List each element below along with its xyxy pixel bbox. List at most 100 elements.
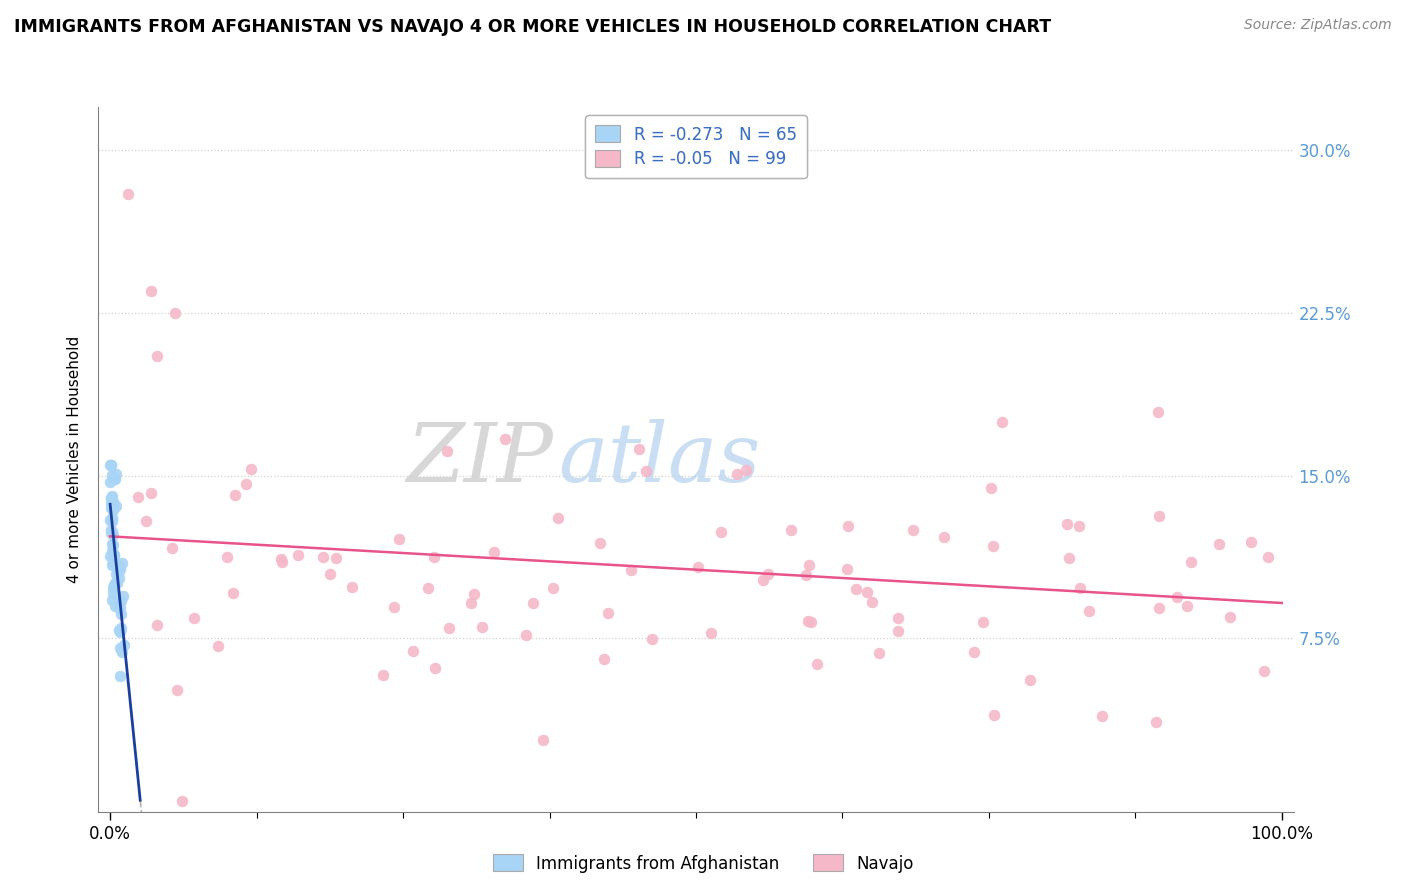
Point — [141, 285, 163, 299]
Point — [382, 600, 405, 615]
Point — [972, 615, 994, 629]
Point — [107, 559, 129, 574]
Point — [100, 491, 122, 506]
Point — [1069, 519, 1091, 533]
Point — [100, 475, 122, 489]
Point — [111, 645, 134, 659]
Point — [983, 707, 1005, 722]
Point — [104, 576, 127, 591]
Point — [101, 489, 124, 503]
Point — [1149, 508, 1171, 523]
Point — [1208, 537, 1230, 551]
Point — [1078, 604, 1101, 618]
Point — [110, 669, 132, 683]
Point — [183, 611, 205, 625]
Y-axis label: 4 or more Vehicles in Household: 4 or more Vehicles in Household — [67, 335, 83, 583]
Point — [110, 607, 132, 622]
Point — [100, 558, 122, 572]
Point — [110, 593, 132, 607]
Point — [1180, 555, 1202, 569]
Point — [845, 582, 868, 597]
Point — [207, 639, 229, 653]
Point — [402, 644, 425, 658]
Point — [166, 683, 188, 698]
Point — [105, 557, 128, 571]
Point — [141, 485, 163, 500]
Point — [887, 624, 910, 638]
Point — [98, 513, 121, 527]
Point — [105, 575, 128, 590]
Point — [1166, 591, 1188, 605]
Point — [725, 467, 748, 481]
Point — [700, 626, 723, 640]
Point — [543, 581, 565, 595]
Point — [103, 472, 125, 486]
Point — [100, 491, 122, 505]
Point — [108, 640, 131, 655]
Text: IMMIGRANTS FROM AFGHANISTAN VS NAVAJO 4 OR MORE VEHICLES IN HOUSEHOLD CORRELATIO: IMMIGRANTS FROM AFGHANISTAN VS NAVAJO 4 … — [14, 18, 1052, 36]
Point — [145, 617, 167, 632]
Point — [163, 306, 186, 320]
Point — [160, 541, 183, 555]
Point — [127, 490, 149, 504]
Point — [104, 599, 127, 614]
Point — [1144, 715, 1167, 730]
Point — [856, 585, 879, 599]
Point — [423, 549, 446, 564]
Point — [100, 458, 122, 472]
Point — [108, 560, 131, 574]
Point — [981, 540, 1004, 554]
Point — [806, 657, 828, 672]
Point — [101, 536, 124, 550]
Point — [101, 500, 124, 514]
Point — [1091, 708, 1114, 723]
Point — [101, 496, 124, 510]
Point — [172, 794, 194, 808]
Point — [1059, 550, 1081, 565]
Point — [101, 539, 124, 553]
Point — [146, 350, 169, 364]
Point — [460, 596, 482, 610]
Point — [103, 578, 125, 592]
Point — [100, 514, 122, 528]
Point — [756, 567, 779, 582]
Point — [112, 638, 135, 652]
Point — [887, 611, 910, 625]
Point — [110, 601, 132, 615]
Point — [371, 668, 394, 682]
Point — [710, 524, 733, 539]
Point — [235, 477, 257, 491]
Point — [868, 646, 890, 660]
Point — [100, 524, 122, 538]
Point — [1056, 516, 1078, 531]
Point — [319, 566, 342, 581]
Legend: Immigrants from Afghanistan, Navajo: Immigrants from Afghanistan, Navajo — [486, 847, 920, 880]
Point — [1175, 599, 1198, 614]
Point — [779, 523, 801, 537]
Point — [240, 462, 263, 476]
Point — [101, 468, 124, 483]
Point — [101, 511, 124, 525]
Point — [636, 464, 658, 478]
Point — [980, 481, 1002, 495]
Point — [1253, 664, 1275, 678]
Point — [592, 652, 614, 666]
Point — [103, 472, 125, 486]
Point — [98, 458, 121, 472]
Point — [1019, 673, 1042, 687]
Point — [589, 535, 612, 549]
Point — [101, 581, 124, 595]
Point — [1147, 601, 1170, 615]
Point — [1218, 610, 1240, 624]
Point — [312, 549, 335, 564]
Point — [797, 558, 820, 573]
Point — [735, 463, 758, 477]
Point — [934, 530, 956, 544]
Point — [112, 590, 135, 604]
Point — [794, 568, 817, 582]
Point — [108, 600, 131, 615]
Point — [101, 555, 124, 569]
Point — [1146, 405, 1168, 419]
Point — [522, 596, 544, 610]
Point — [101, 503, 124, 517]
